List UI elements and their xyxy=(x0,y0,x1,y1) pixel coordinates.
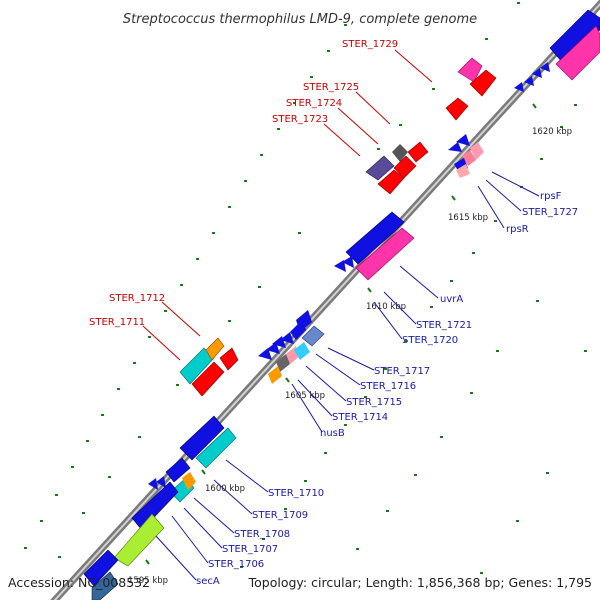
gene-cluster-1620 xyxy=(365,9,600,195)
leader-lines-red xyxy=(142,49,433,361)
gene-label-nusb: nusB xyxy=(320,428,345,439)
gene-label-ster-1725: STER_1725 xyxy=(303,82,359,93)
gene-label-uvra: uvrA xyxy=(440,294,463,305)
gc-skew-track xyxy=(24,2,520,558)
gene-cluster-1605 xyxy=(179,310,325,397)
gene-label-ster-1715: STER_1715 xyxy=(346,397,402,408)
kbp-label-1595: 1595 kbp xyxy=(128,576,168,586)
gene-label-rpsf: rpsF xyxy=(540,191,562,202)
gene-label-ster-1724: STER_1724 xyxy=(286,98,342,109)
kbp-label-1610: 1610 kbp xyxy=(366,302,406,312)
gene-cluster-1610 xyxy=(334,211,415,281)
kbp-tick-marks xyxy=(145,103,537,565)
gene-label-ster-1720: STER_1720 xyxy=(402,335,458,346)
gene-label-ster-1717: STER_1717 xyxy=(374,366,430,377)
genome-backbone xyxy=(50,0,600,600)
gene-label-rpsr: rpsR xyxy=(506,224,529,235)
gene-label-ster-1706: STER_1706 xyxy=(208,559,264,570)
gene-label-ster-1714: STER_1714 xyxy=(332,412,388,423)
gene-label-ster-1723: STER_1723 xyxy=(272,114,328,125)
map-title: Streptococcus thermophilus LMD-9, comple… xyxy=(123,12,477,27)
gene-label-ster-1716: STER_1716 xyxy=(360,381,416,392)
gene-label-ster-1709: STER_1709 xyxy=(252,510,308,521)
kbp-label-1620: 1620 kbp xyxy=(532,127,572,137)
gene-label-ster-1710: STER_1710 xyxy=(268,488,324,499)
kbp-label-1600: 1600 kbp xyxy=(205,484,245,494)
gene-label-ster-1711: STER_1711 xyxy=(89,317,145,328)
accession-text: Accession: NC_008532 xyxy=(8,575,150,590)
kbp-label-1605: 1605 kbp xyxy=(285,391,325,401)
kbp-label-1615: 1615 kbp xyxy=(448,213,488,223)
topology-text: Topology: circular; Length: 1,856,368 bp… xyxy=(248,575,592,590)
leader-lines-blue xyxy=(155,171,540,581)
gene-label-ster-1721: STER_1721 xyxy=(416,320,472,331)
gene-label-ster-1707: STER_1707 xyxy=(222,544,278,555)
gene-label-ster-1708: STER_1708 xyxy=(234,529,290,540)
gene-label-ster-1729: STER_1729 xyxy=(342,39,398,50)
gene-label-ster-1712: STER_1712 xyxy=(109,293,165,304)
gene-label-seca: secA xyxy=(196,576,220,587)
gc-content-track xyxy=(240,104,587,574)
gene-label-ster-1727: STER_1727 xyxy=(522,207,578,218)
gene-cluster-1600 xyxy=(83,415,237,600)
